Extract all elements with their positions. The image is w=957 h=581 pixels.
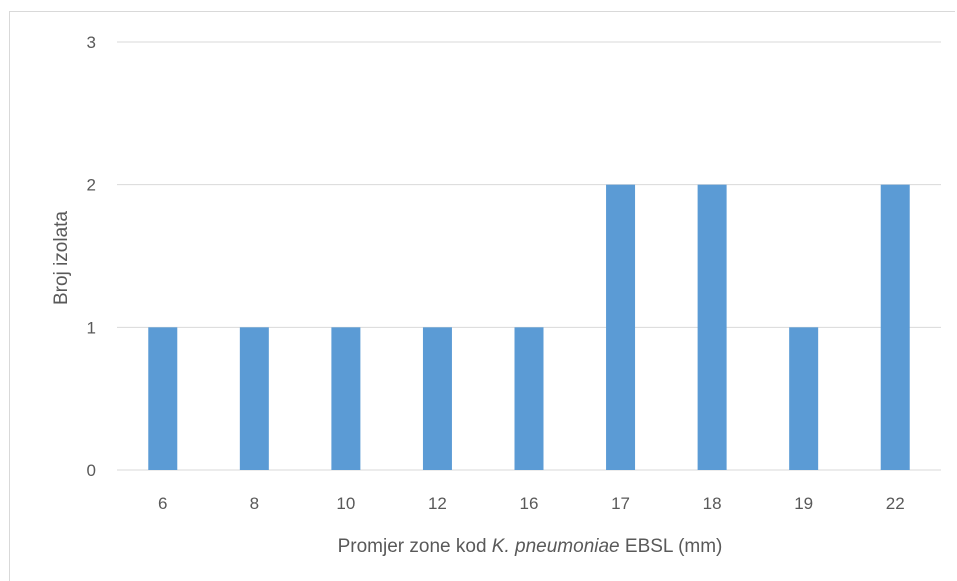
x-tick-label: 16 bbox=[520, 494, 539, 513]
x-tick-label: 6 bbox=[158, 494, 167, 513]
x-axis-title: Promjer zone kod K. pneumoniae EBSL (mm) bbox=[338, 536, 723, 557]
x-tick-label: 8 bbox=[250, 494, 259, 513]
x-tick-label: 17 bbox=[611, 494, 630, 513]
y-tick-label: 1 bbox=[87, 318, 96, 337]
x-tick-label: 22 bbox=[886, 494, 905, 513]
bar-18 bbox=[697, 184, 727, 470]
bar-12 bbox=[422, 327, 452, 470]
x-axis-title-part: EBSL (mm) bbox=[620, 536, 723, 557]
x-tick-label: 18 bbox=[703, 494, 722, 513]
y-tick-label: 3 bbox=[87, 33, 96, 52]
bar-10 bbox=[331, 327, 361, 470]
y-axis-title: Broj izolata bbox=[51, 211, 72, 305]
bar-22 bbox=[880, 184, 910, 470]
bar-6 bbox=[148, 327, 178, 470]
bar-17 bbox=[606, 184, 636, 470]
x-axis-title-part: K. pneumoniae bbox=[492, 536, 620, 557]
x-tick-label: 10 bbox=[336, 494, 355, 513]
x-tick-labels: 6 8 10 12 16 17 18 19 22 bbox=[158, 494, 905, 513]
bars bbox=[148, 184, 910, 470]
bar-19 bbox=[789, 327, 819, 470]
y-tick-label: 0 bbox=[87, 461, 96, 480]
bar-8 bbox=[239, 327, 269, 470]
chart-frame bbox=[9, 11, 955, 581]
x-axis-title-part: Promjer zone kod bbox=[338, 536, 492, 557]
y-tick-label: 2 bbox=[87, 176, 96, 195]
bar-16 bbox=[514, 327, 544, 470]
x-tick-label: 12 bbox=[428, 494, 447, 513]
y-tick-labels: 0 1 2 3 bbox=[87, 33, 96, 480]
x-tick-label: 19 bbox=[794, 494, 813, 513]
